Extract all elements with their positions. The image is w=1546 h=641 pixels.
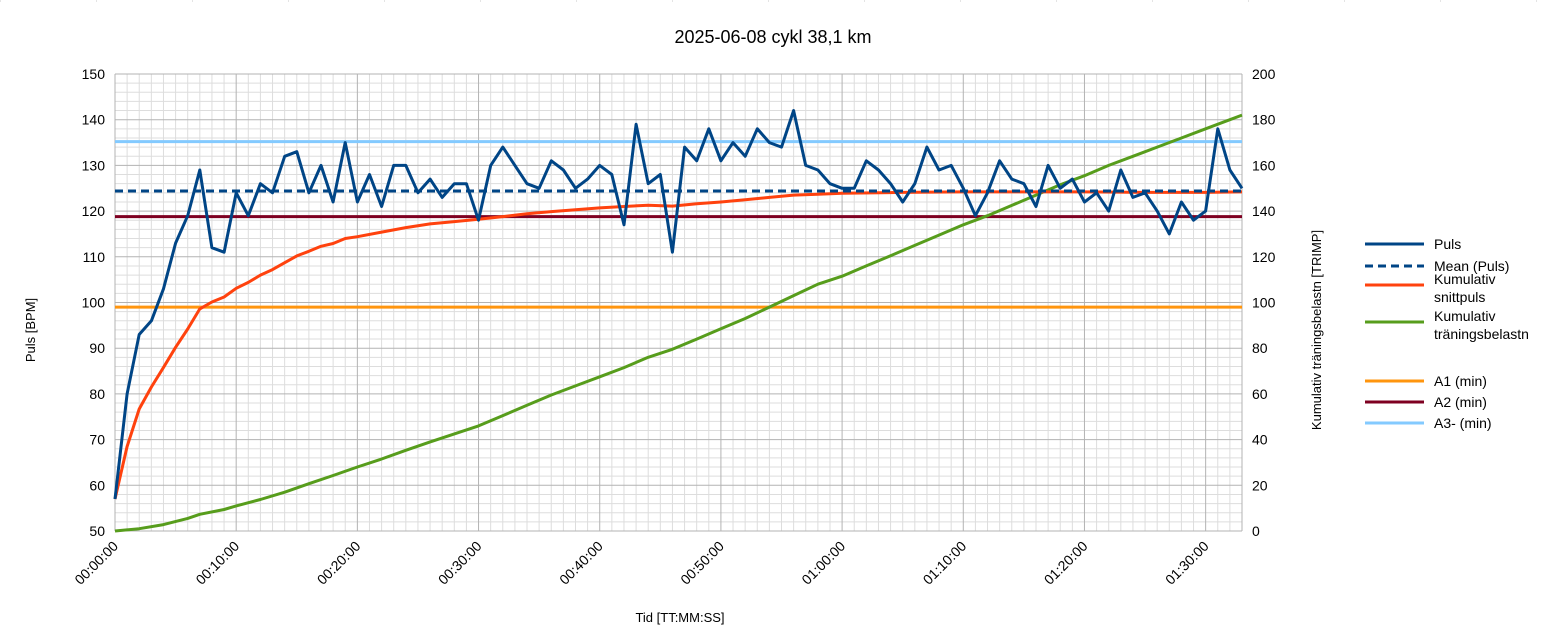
y2-tick-label: 140 xyxy=(1252,203,1276,219)
x-axis-title: Tid [TT:MM:SS] xyxy=(635,610,724,625)
axes xyxy=(114,74,1243,532)
legend-label: träningsbelastn xyxy=(1434,326,1529,342)
y-tick-label: 90 xyxy=(89,340,105,356)
y2-tick-label: 0 xyxy=(1252,523,1260,539)
y2-tick-label: 80 xyxy=(1252,340,1268,356)
y2-tick-label: 160 xyxy=(1252,157,1276,173)
legend-label: Mean (Puls) xyxy=(1434,258,1509,274)
y-tick-label: 110 xyxy=(83,249,106,265)
y2-tick-label: 120 xyxy=(1252,249,1276,265)
legend-label: Kumulativ xyxy=(1434,271,1495,287)
y-tick-label: 80 xyxy=(89,386,105,402)
chart-title: 2025-06-08 cykl 38,1 km xyxy=(674,27,871,47)
y2-tick-label: 20 xyxy=(1252,477,1268,493)
y-tick-label: 140 xyxy=(82,112,106,128)
y-tick-label: 50 xyxy=(89,523,105,539)
legend-label: A3- (min) xyxy=(1434,415,1492,431)
y-tick-label: 130 xyxy=(82,157,106,173)
legend-label: Puls xyxy=(1434,236,1461,252)
y-tick-label: 60 xyxy=(89,477,105,493)
y2-tick-label: 60 xyxy=(1252,386,1268,402)
y2-axis-title: Kumulativ träningsbelastn [TRIMP] xyxy=(1309,230,1324,430)
y-axis-title: Puls [BPM] xyxy=(23,298,38,362)
legend-label: Kumulativ xyxy=(1434,308,1495,324)
y2-axis-ticks: 0 20 40 60 80 100 120 140 160 180 200 xyxy=(1252,66,1276,539)
y2-tick-label: 40 xyxy=(1252,432,1268,448)
y-tick-label: 100 xyxy=(82,295,106,311)
series-line-kumulativ-tr-ningsbelastn xyxy=(114,113,1243,533)
y-tick-label: 120 xyxy=(82,203,106,219)
y2-tick-label: 100 xyxy=(1252,295,1276,311)
series-layer xyxy=(113,109,1244,533)
y-tick-label: 150 xyxy=(82,66,106,82)
series-line-kumulativ-snittpuls xyxy=(113,190,1243,500)
y-axis-ticks: 50 60 70 80 90 100 110 120 130 140 150 xyxy=(82,66,106,539)
y2-tick-label: 180 xyxy=(1252,112,1276,128)
legend-label: A2 (min) xyxy=(1434,394,1487,410)
legend-label: A1 (min) xyxy=(1434,373,1487,389)
y2-tick-label: 200 xyxy=(1252,66,1276,82)
y-tick-label: 70 xyxy=(89,432,105,448)
legend-label: snittpuls xyxy=(1434,289,1485,305)
series-line-puls xyxy=(113,109,1244,500)
